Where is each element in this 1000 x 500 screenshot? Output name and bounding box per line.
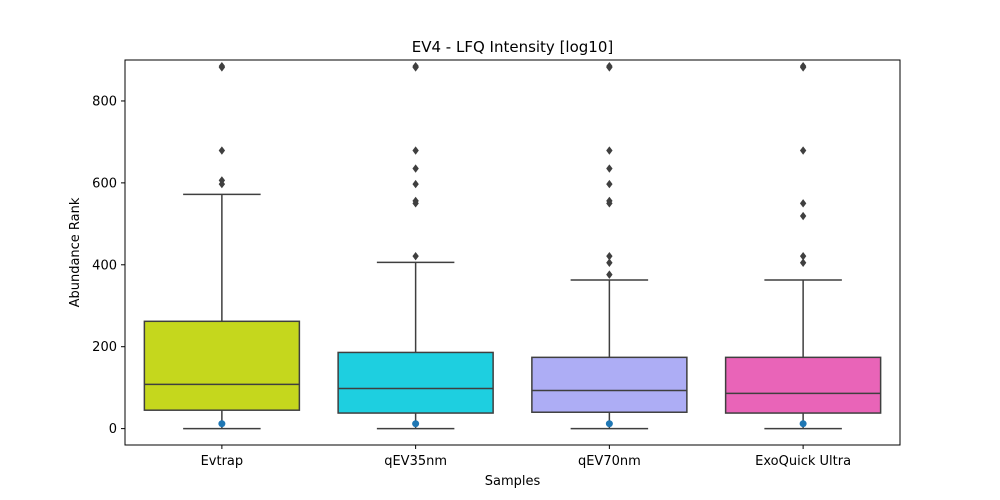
x-tick-label: Evtrap xyxy=(201,454,244,469)
outlier-point xyxy=(412,63,419,72)
outlier-point xyxy=(412,179,419,189)
outlier-point xyxy=(412,196,419,206)
plot-layer xyxy=(143,61,882,430)
outlier-point xyxy=(799,146,807,155)
y-tick-label: 600 xyxy=(92,176,117,191)
box-group-2 xyxy=(531,61,688,430)
box-group-1 xyxy=(337,61,494,430)
outlier-point xyxy=(218,63,226,72)
y-tick-label: 200 xyxy=(92,340,117,355)
overlay-point xyxy=(218,420,226,428)
outlier-point xyxy=(218,146,226,155)
outlier-point xyxy=(799,251,807,261)
box-iqr xyxy=(531,356,688,413)
outlier-point xyxy=(606,146,613,155)
outlier-point xyxy=(606,251,613,261)
chart-title: EV4 - LFQ Intensity [log10] xyxy=(412,38,614,56)
x-tick-label: qEV70nm xyxy=(578,454,641,469)
plot-frame xyxy=(124,59,901,446)
outlier-point xyxy=(606,179,613,189)
outlier-point xyxy=(799,199,807,208)
box-iqr xyxy=(724,356,882,414)
overlay-point xyxy=(412,420,420,428)
outlier-point xyxy=(606,196,613,206)
tick-layer: Evtrap qEV35nm qEV70nm ExoQuick Ultra 0 200 40… xyxy=(92,94,851,469)
overlay-point xyxy=(799,420,807,428)
outlier-point xyxy=(799,63,807,72)
box-group-3 xyxy=(724,61,882,430)
outlier-point xyxy=(606,270,613,279)
outlier-point xyxy=(412,146,419,155)
y-tick-label: 800 xyxy=(92,94,117,109)
box-iqr xyxy=(143,320,301,411)
outlier-point xyxy=(606,258,613,267)
outlier-point xyxy=(606,63,613,72)
y-tick-label: 0 xyxy=(109,422,117,437)
box-group-0 xyxy=(143,61,301,430)
x-tick-label: qEV35nm xyxy=(384,454,447,469)
x-tick-label: ExoQuick Ultra xyxy=(755,454,851,469)
outlier-point xyxy=(412,164,419,173)
overlay-point xyxy=(605,420,613,428)
y-tick-label: 400 xyxy=(92,258,117,273)
y-axis-label: Abundance Rank xyxy=(68,197,83,307)
outlier-point xyxy=(606,164,613,173)
outlier-point xyxy=(412,251,419,261)
x-axis-label: Samples xyxy=(485,474,541,489)
outlier-point xyxy=(218,176,226,185)
outlier-point xyxy=(799,258,807,267)
box-iqr xyxy=(337,351,494,414)
outlier-point xyxy=(799,211,807,221)
